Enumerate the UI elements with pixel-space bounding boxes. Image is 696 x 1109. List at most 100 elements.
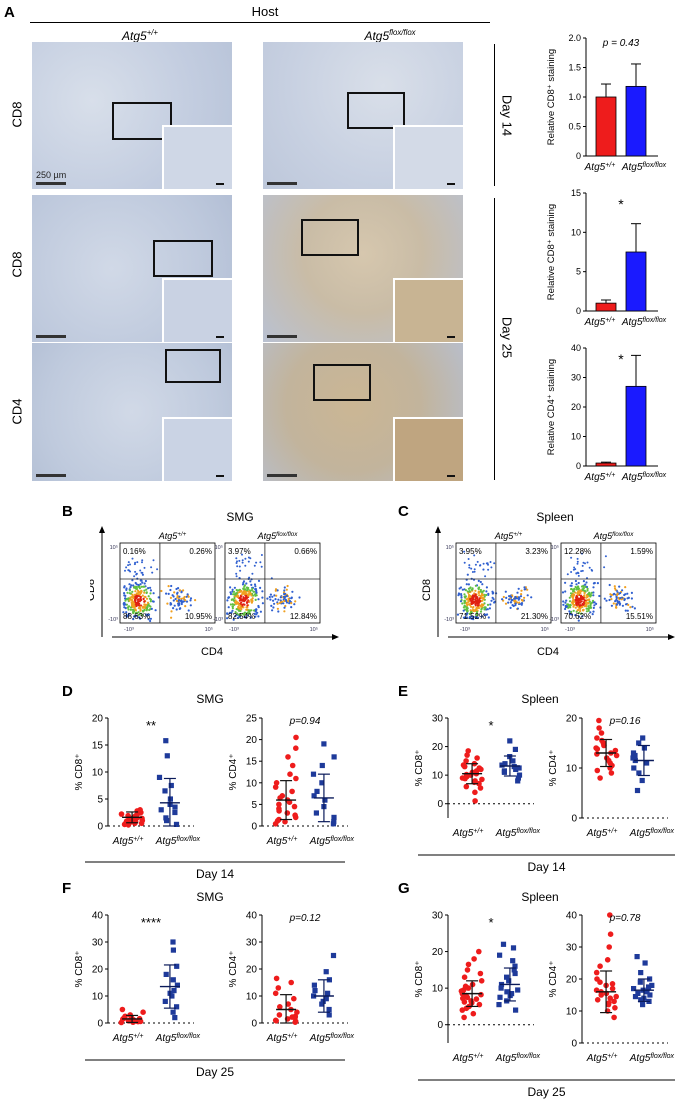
data-point: [612, 747, 619, 754]
event-dot: [248, 600, 251, 603]
event-dot: [271, 595, 274, 598]
event-dot: [615, 598, 618, 601]
event-dot: [514, 602, 517, 605]
event-dot: [504, 590, 507, 593]
event-dot: [268, 595, 271, 599]
event-dot: [141, 561, 143, 564]
event-dot: [581, 569, 584, 572]
y-tick-label: 5: [251, 800, 257, 811]
event-dot: [608, 583, 611, 587]
data-point: [512, 970, 518, 977]
x-tick-label: Atg5+/+: [586, 828, 618, 840]
data-point: [510, 945, 517, 951]
quadrant-lr: 10.95%: [185, 612, 212, 621]
event-dot: [178, 603, 181, 606]
event-dot: [134, 608, 137, 611]
event-dot: [180, 602, 183, 606]
x-axis-label: CD4: [201, 646, 223, 658]
event-dot: [270, 604, 273, 607]
event-dot: [232, 590, 236, 593]
event-dot: [123, 606, 126, 609]
data-point: [273, 1018, 280, 1024]
event-dot: [610, 598, 613, 601]
micrograph-cd8-day14-wt: 250 µm: [32, 42, 232, 189]
event-dot: [149, 592, 152, 595]
event-dot: [140, 579, 143, 582]
data-point: [272, 784, 279, 790]
y-tick-label: 40: [571, 343, 581, 353]
event-dot: [518, 601, 521, 604]
data-point: [634, 787, 641, 794]
data-point: [631, 986, 637, 992]
event-dot: [238, 559, 241, 562]
event-dot: [593, 601, 596, 604]
data-point: [515, 778, 521, 784]
zoom-box: [301, 219, 359, 256]
event-dot: [566, 603, 569, 606]
day-label: Day 14: [527, 860, 565, 874]
event-dot: [229, 592, 233, 596]
event-dot: [581, 552, 583, 555]
y-tick-label: 20: [92, 965, 104, 976]
y-tick-label: 0: [97, 1019, 103, 1030]
event-dot: [245, 596, 249, 599]
event-dot: [148, 597, 151, 600]
event-dot: [615, 606, 618, 609]
event-dot: [582, 580, 585, 583]
event-dot: [132, 604, 135, 607]
panel-e-letter: E: [398, 683, 409, 700]
event-dot: [586, 561, 589, 564]
y-tick-label: 20: [571, 402, 581, 412]
y-tick-label: 0: [437, 1020, 443, 1031]
event-dot: [254, 585, 257, 588]
event-dot: [486, 562, 489, 565]
event-dot: [486, 603, 490, 606]
event-dot: [238, 565, 241, 568]
event-dot: [462, 616, 465, 619]
event-dot: [128, 589, 131, 592]
event-dot: [480, 607, 483, 611]
event-dot: [592, 610, 595, 613]
event-dot: [182, 589, 185, 592]
panel-d-title: SMG: [196, 692, 224, 706]
event-dot: [245, 601, 249, 604]
event-dot: [523, 586, 526, 589]
event-dot: [137, 583, 140, 587]
y-tick: -10³: [444, 617, 454, 623]
event-dot: [460, 593, 463, 596]
zoom-box: [347, 92, 405, 129]
event-dot: [140, 585, 143, 588]
y-tick-label: 40: [92, 911, 104, 922]
event-dot: [133, 606, 136, 609]
event-dot: [187, 609, 190, 612]
quadrant-ul: 3.95%: [459, 547, 482, 556]
event-dot: [283, 589, 286, 592]
event-dot: [576, 560, 579, 563]
event-dot: [280, 600, 284, 603]
event-dot: [124, 597, 127, 600]
day-label: Day 14: [196, 867, 234, 881]
event-dot: [140, 571, 143, 574]
event-dot: [584, 562, 586, 565]
inset-scale-bar: [447, 475, 455, 477]
significance-label: p = 0.43: [602, 38, 640, 49]
event-dot: [575, 588, 578, 591]
y-axis-label: % CD4⁺: [548, 961, 559, 998]
event-dot: [508, 598, 511, 601]
data-point: [164, 753, 170, 759]
x-tick-label: Atg5flox/flox: [495, 1053, 541, 1065]
y-tick-label: 0: [251, 1019, 257, 1030]
event-dot: [179, 589, 182, 592]
scale-bar: [36, 182, 66, 185]
event-dot: [489, 561, 492, 563]
event-dot: [462, 606, 465, 609]
y-tick-label: 20: [246, 965, 258, 976]
panel-a-letter: A: [4, 4, 15, 21]
event-dot: [480, 615, 483, 618]
data-point: [479, 776, 485, 783]
event-dot: [576, 562, 579, 565]
y-tick: 10⁵: [110, 544, 118, 551]
data-point: [288, 979, 295, 986]
event-dot: [170, 584, 173, 588]
event-dot: [579, 601, 582, 604]
